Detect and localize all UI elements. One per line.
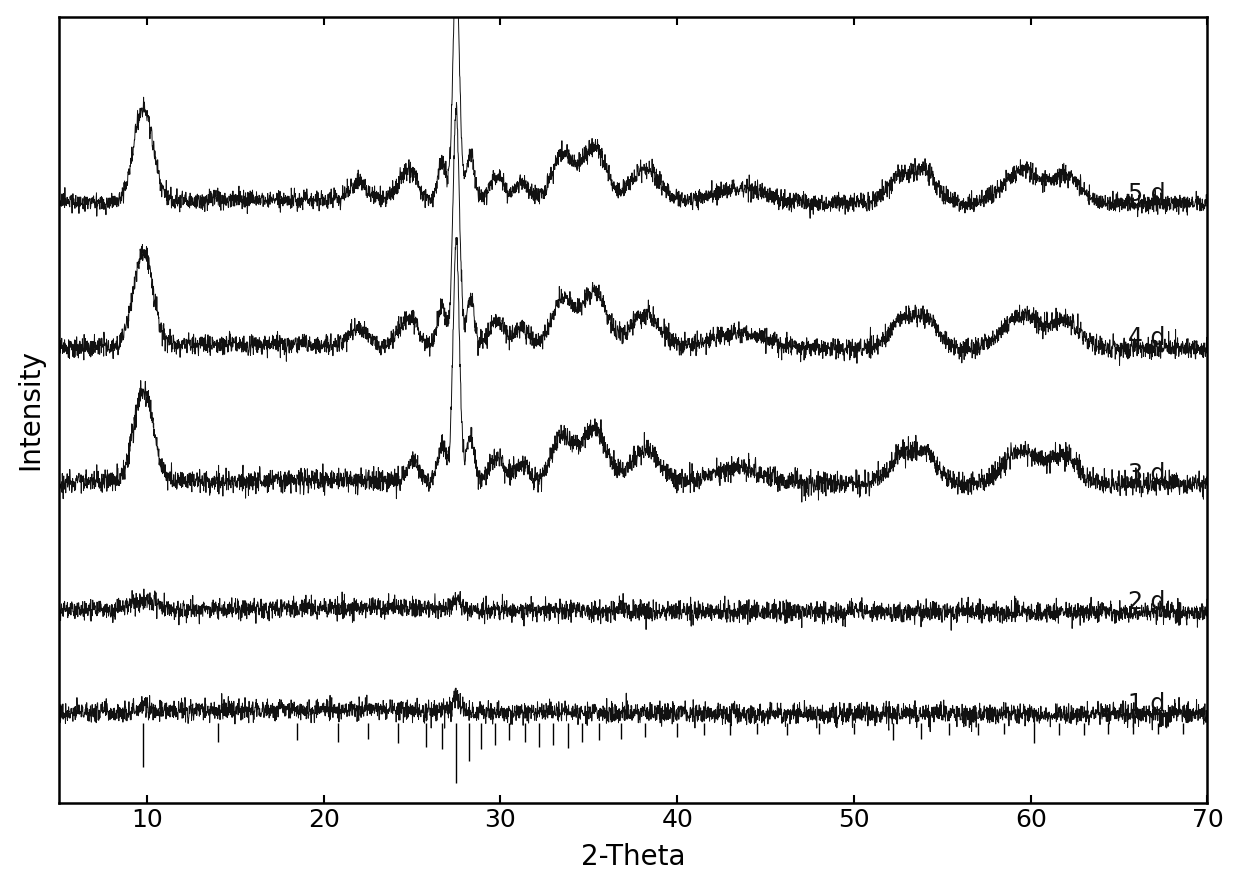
Text: 3 d: 3 d (1128, 463, 1166, 487)
Text: 5 d: 5 d (1128, 181, 1166, 205)
Text: 2 d: 2 d (1128, 590, 1166, 614)
Y-axis label: Intensity: Intensity (16, 350, 45, 471)
Text: 1 d: 1 d (1128, 692, 1166, 716)
X-axis label: 2-Theta: 2-Theta (580, 844, 686, 871)
Text: 4 d: 4 d (1128, 326, 1166, 350)
